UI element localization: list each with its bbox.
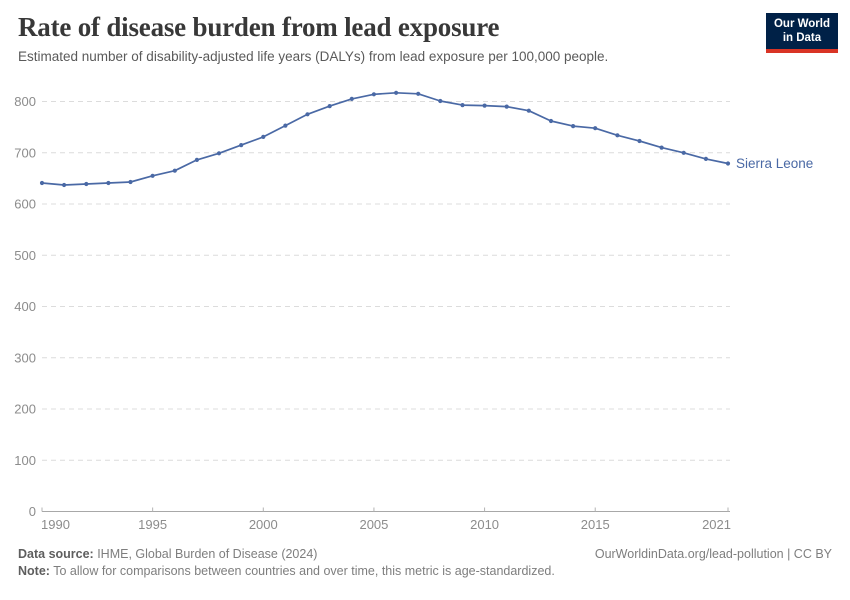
- data-point: [416, 91, 421, 96]
- data-point: [703, 156, 709, 161]
- data-point: [725, 161, 731, 166]
- y-tick-label: 300: [14, 350, 36, 365]
- y-tick-label: 800: [14, 94, 36, 109]
- owid-logo: Our World in Data: [765, 13, 838, 53]
- note-text: To allow for comparisons between countri…: [49, 564, 555, 578]
- data-point: [62, 182, 67, 188]
- data-point: [216, 151, 222, 156]
- y-tick-label: 500: [14, 248, 36, 263]
- license-text: OurWorldinData.org/lead-pollution | CC B…: [594, 547, 832, 561]
- data-point: [172, 168, 177, 173]
- data-point: [394, 90, 399, 95]
- data-point: [305, 112, 310, 117]
- data-point: [349, 96, 354, 101]
- data-point: [482, 103, 487, 108]
- data-point: [659, 145, 664, 150]
- data-source-label: Data source:: [18, 547, 94, 561]
- data-point: [150, 173, 155, 178]
- data-point: [526, 108, 531, 113]
- data-point: [504, 104, 509, 109]
- data-point: [194, 157, 199, 162]
- series-line: [41, 91, 729, 186]
- data-point: [548, 118, 554, 124]
- data-point: [84, 181, 89, 187]
- chart-subtitle: Estimated number of disability-adjusted …: [18, 49, 609, 64]
- note-label: Note:: [18, 564, 50, 578]
- x-tick-label: 2010: [470, 517, 499, 532]
- data-point: [438, 98, 443, 104]
- data-point: [239, 143, 244, 148]
- chart-footer: Data source: IHME, Global Burden of Dise…: [18, 546, 832, 580]
- y-tick-label: 200: [14, 402, 36, 417]
- y-tick-label: 700: [14, 145, 36, 160]
- data-point: [371, 92, 376, 97]
- data-source: Data source: IHME, Global Burden of Dise…: [18, 546, 317, 563]
- data-point: [283, 123, 288, 128]
- data-point: [593, 126, 598, 131]
- logo-line-1: Our World: [773, 18, 830, 30]
- data-point: [128, 179, 133, 185]
- logo-line-2: in Data: [782, 31, 822, 44]
- data-source-text: IHME, Global Burden of Disease (2024): [93, 547, 318, 561]
- y-tick-label: 100: [14, 453, 36, 468]
- x-tick-label: 1990: [41, 517, 70, 532]
- data-point: [39, 180, 45, 186]
- x-tick-label: 2021: [702, 517, 731, 532]
- series-end-label: Sierra Leone: [736, 156, 813, 171]
- x-tick-label: 2000: [249, 517, 278, 532]
- data-point: [106, 180, 111, 186]
- data-point: [327, 104, 332, 109]
- note: Note: To allow for comparisons between c…: [18, 563, 555, 580]
- page-title: Rate of disease burden from lead exposur…: [18, 12, 500, 42]
- y-tick-label: 400: [14, 299, 36, 314]
- x-tick-label: 2005: [359, 517, 388, 532]
- data-point: [615, 133, 620, 138]
- data-point: [460, 103, 465, 108]
- data-point: [637, 138, 642, 144]
- x-tick-label: 2015: [581, 517, 610, 532]
- data-point: [571, 124, 576, 129]
- y-tick-label: 0: [29, 504, 36, 519]
- y-tick-label: 600: [14, 197, 36, 212]
- data-point: [681, 150, 686, 155]
- data-point: [261, 134, 266, 139]
- x-tick-label: 1995: [138, 517, 167, 532]
